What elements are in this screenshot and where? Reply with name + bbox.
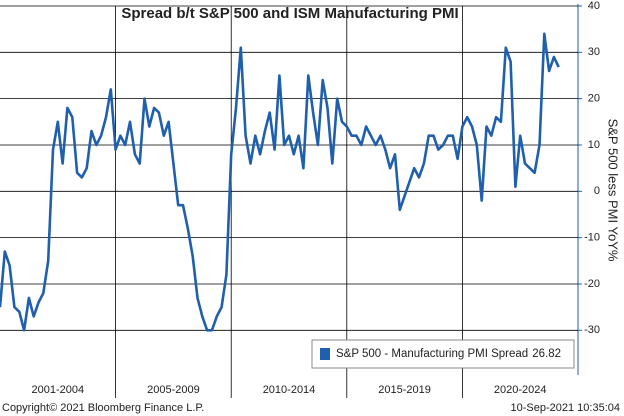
y-tick-label: 0 xyxy=(594,185,600,197)
x-group-label: 2020-2024 xyxy=(494,384,547,396)
footer-right: 10-Sep-2021 10:35:04 xyxy=(511,402,620,414)
y-tick-label: 10 xyxy=(588,139,600,151)
series-line xyxy=(0,32,560,332)
x-group-label: 2001-2004 xyxy=(31,384,84,396)
legend-label: S&P 500 - Manufacturing PMI Spread 26.82 xyxy=(336,348,561,360)
y-tick-label: 20 xyxy=(588,93,600,105)
y-tick-label: 30 xyxy=(588,46,600,58)
legend-value: 26.82 xyxy=(532,348,561,360)
legend-box xyxy=(311,339,575,369)
footer-left: Copyright© 2021 Bloomberg Finance L.P. xyxy=(2,402,204,414)
x-group-label: 2010-2014 xyxy=(263,384,316,396)
x-group-label: 2005-2009 xyxy=(147,384,200,396)
y-axis-label: S&P 500 less PMI YoY% xyxy=(606,119,621,262)
legend-swatch xyxy=(320,348,330,360)
y-tick-label: -20 xyxy=(584,278,600,290)
legend-name: S&P 500 - Manufacturing PMI Spread xyxy=(336,348,528,360)
y-tick-label: 40 xyxy=(588,0,600,12)
chart-title: Spread b/t S&P 500 and ISM Manufacturing… xyxy=(121,5,458,22)
x-group-label: 2015-2019 xyxy=(378,384,431,396)
y-tick-label: -30 xyxy=(584,324,600,336)
y-tick-label: -10 xyxy=(584,232,600,244)
